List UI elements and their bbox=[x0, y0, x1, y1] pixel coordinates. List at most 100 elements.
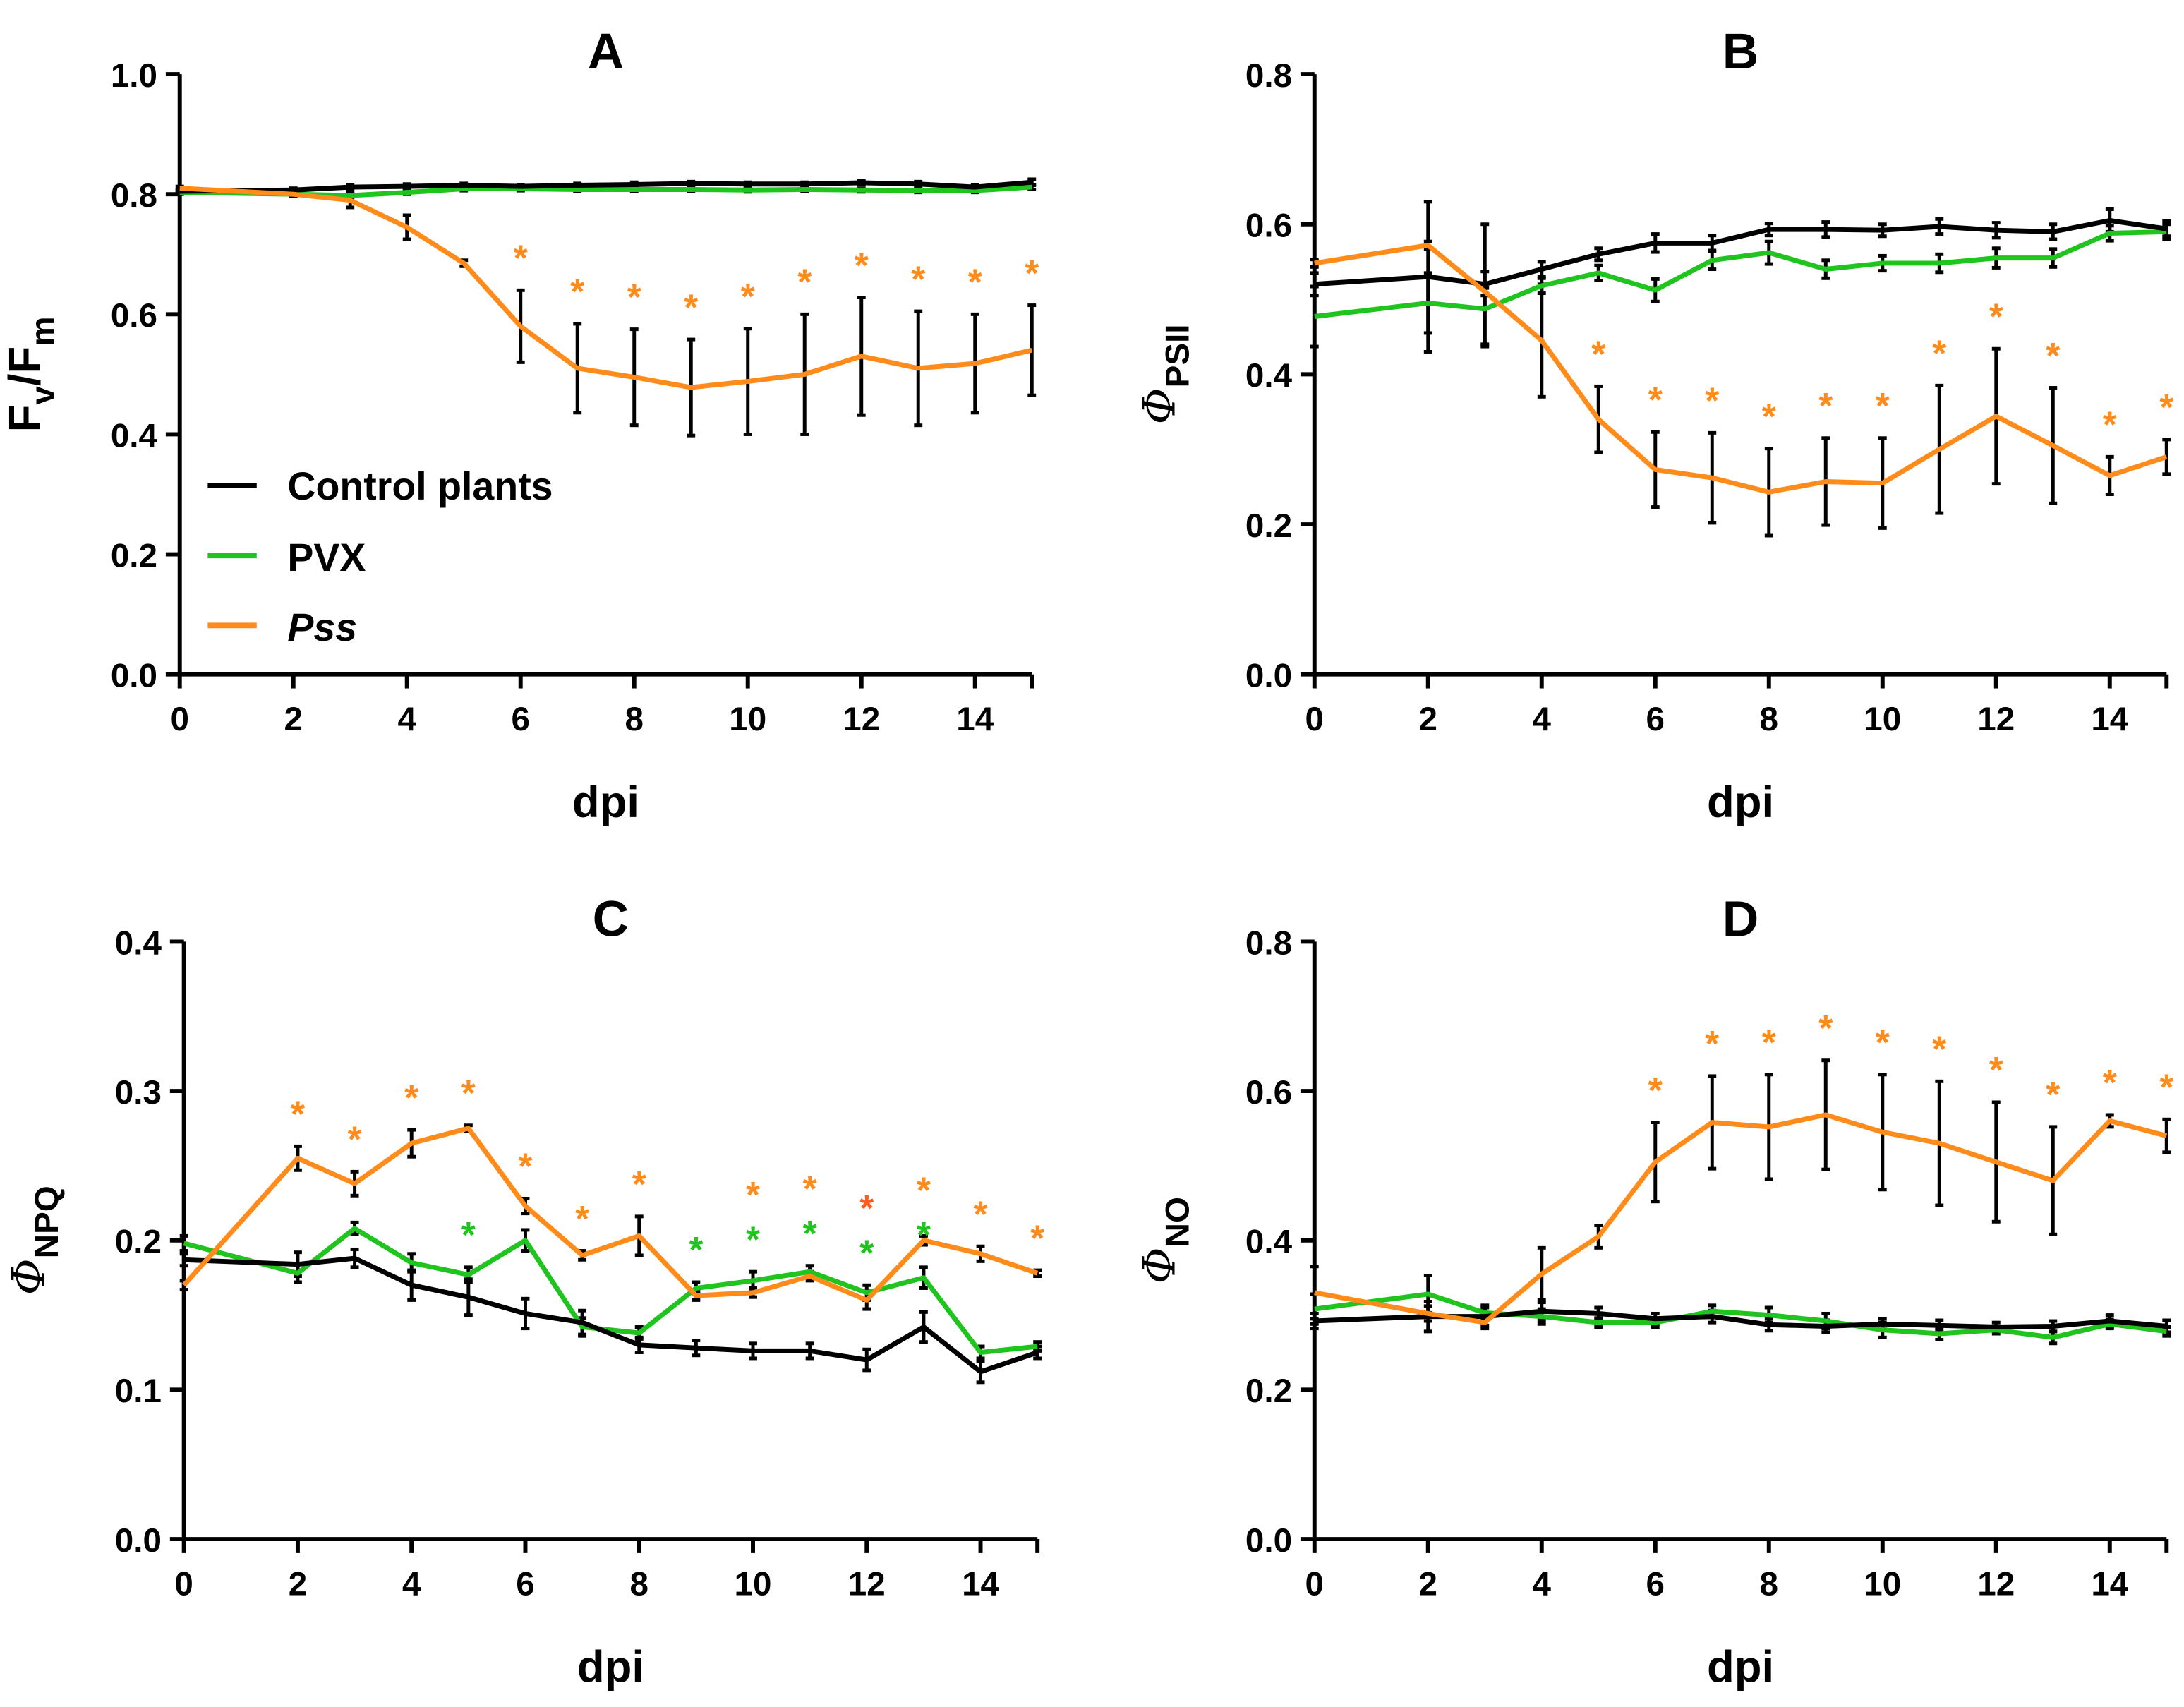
significance-star-pss: * bbox=[348, 1119, 363, 1160]
x-tick-label: 12 bbox=[1977, 1565, 2015, 1603]
y-tick-label: 0.3 bbox=[115, 1074, 162, 1111]
significance-star-pss: * bbox=[570, 271, 585, 312]
y-label-main: Φ bbox=[1133, 387, 1185, 424]
x-tick-label: 6 bbox=[511, 701, 529, 738]
significance-star-pss: * bbox=[1648, 1070, 1663, 1111]
y-tick-label: 0.4 bbox=[115, 924, 162, 962]
y-label-main: F bbox=[0, 405, 49, 433]
significance-star-pss: * bbox=[2159, 387, 2174, 428]
x-tick-label: 10 bbox=[729, 701, 766, 738]
y-tick-label: 0.2 bbox=[1245, 507, 1292, 545]
y-label-sub: NPQ bbox=[28, 1186, 66, 1258]
y-tick-label: 0.8 bbox=[1245, 57, 1292, 95]
x-tick-label: 4 bbox=[1533, 701, 1552, 738]
x-tick-label: 2 bbox=[1419, 701, 1437, 738]
significance-star-pss: * bbox=[1648, 380, 1663, 421]
series-line-pss bbox=[179, 186, 1033, 390]
x-axis-label: dpi bbox=[572, 778, 639, 827]
x-tick-label: 8 bbox=[1760, 1565, 1778, 1603]
x-tick-label: 8 bbox=[1760, 701, 1778, 738]
significance-star-pss: * bbox=[741, 276, 756, 317]
x-tick-label: 2 bbox=[289, 1565, 307, 1603]
x-tick-label: 12 bbox=[1977, 701, 2015, 738]
significance-star-pvx: * bbox=[803, 1213, 818, 1254]
y-tick-label: 0.4 bbox=[111, 417, 158, 454]
y-label-main: Φ bbox=[2, 1258, 54, 1295]
significance-star-pss: * bbox=[855, 245, 869, 286]
x-tick-label: 12 bbox=[843, 701, 880, 738]
series-line-pvx bbox=[1314, 229, 2167, 319]
significance-star-pss: * bbox=[2046, 335, 2061, 376]
panel-b: B 0.0 0.2 0.4 0.6 0.8 0 2 4 6 8 10 12 14 dpi ΦPSII * * * * *… bbox=[1133, 23, 2174, 827]
y-label-sub: v bbox=[24, 386, 61, 405]
significance-star-pss: * bbox=[1762, 396, 1777, 437]
y-tick-label: 0.8 bbox=[111, 177, 157, 215]
significance-star-pss: * bbox=[974, 1193, 989, 1234]
significance-star-pss: * bbox=[1989, 1049, 2004, 1090]
y-axis-label: ΦPSII bbox=[1133, 324, 1196, 424]
y-tick-label: 0.8 bbox=[1245, 924, 1292, 962]
significance-star-pss: * bbox=[1025, 253, 1039, 294]
series-line-pss bbox=[1314, 1112, 2168, 1325]
significance-star-pss: * bbox=[2159, 1067, 2174, 1108]
x-tick-label: 0 bbox=[1305, 1565, 1324, 1603]
panel-title: D bbox=[1723, 891, 1759, 947]
y-axis-label: ΦNO bbox=[1133, 1197, 1196, 1284]
significance-star-pss: * bbox=[684, 286, 699, 327]
significance-star-pss: * bbox=[404, 1077, 419, 1118]
y-tick-label: 0.6 bbox=[1245, 207, 1292, 245]
legend-label-pss: Pss bbox=[287, 605, 357, 649]
significance-star-pss: * bbox=[518, 1146, 533, 1187]
y-tick-label: 0.6 bbox=[1245, 1074, 1292, 1111]
significance-star-pss: * bbox=[1818, 1008, 1833, 1049]
significance-star-pss: * bbox=[1705, 380, 1720, 421]
significance-star-pvx: * bbox=[917, 1214, 931, 1255]
y-tick-label: 0.2 bbox=[115, 1224, 162, 1261]
significance-star-pvx: * bbox=[461, 1214, 476, 1255]
panel-a: A 0.0 0.2 0.4 0.6 0.8 1.0 0 2 4 6 8 10 12 14 dpi Fv/Fm * *… bbox=[0, 23, 1039, 827]
y-tick-label: 0.2 bbox=[111, 537, 157, 574]
x-axis-label: dpi bbox=[577, 1642, 644, 1691]
significance-star-pss: * bbox=[968, 262, 983, 303]
significance-star-pss: * bbox=[1876, 385, 1890, 426]
x-tick-label: 0 bbox=[170, 701, 188, 738]
significance-star-pss: * bbox=[1932, 1029, 1947, 1070]
x-tick-label: 12 bbox=[848, 1565, 886, 1603]
panel-d: D 0.0 0.2 0.4 0.6 0.8 0 2 4 6 8 10 12 14 dpi ΦNO * * * * * * *… bbox=[1133, 891, 2174, 1691]
x-tick-label: 8 bbox=[630, 1565, 648, 1603]
series-line-control bbox=[1314, 218, 2167, 287]
y-label-sub: PSII bbox=[1159, 324, 1196, 387]
x-tick-label: 2 bbox=[284, 701, 302, 738]
x-tick-label: 4 bbox=[1533, 1565, 1552, 1603]
series-line-pvx bbox=[179, 184, 1032, 198]
legend-label-pvx: PVX bbox=[287, 536, 366, 579]
significance-star-pss: * bbox=[797, 262, 812, 303]
panel-title: B bbox=[1723, 23, 1759, 80]
series-line-control bbox=[183, 1255, 1039, 1375]
y-axis-label: ΦNPQ bbox=[2, 1186, 66, 1295]
series-line-pss bbox=[1314, 243, 2168, 495]
x-axis-label: dpi bbox=[1707, 1642, 1774, 1691]
significance-star-pss: * bbox=[1762, 1022, 1777, 1063]
x-tick-label: 6 bbox=[1646, 701, 1665, 738]
x-tick-label: 6 bbox=[516, 1565, 534, 1603]
significance-star-pss: * bbox=[2103, 1062, 2118, 1103]
y-label-sub: NO bbox=[1159, 1197, 1196, 1247]
significance-star-pss: * bbox=[1989, 296, 2004, 337]
y-tick-label: 1.0 bbox=[111, 57, 157, 95]
x-tick-label: 14 bbox=[2091, 1565, 2128, 1603]
panel-title: A bbox=[588, 23, 625, 80]
legend-label-control: Control plants bbox=[287, 464, 553, 508]
significance-star-pss: * bbox=[2046, 1074, 2061, 1115]
x-tick-label: 10 bbox=[1864, 701, 1901, 738]
significance-star-pss: * bbox=[2103, 404, 2118, 445]
significance-star-pss: * bbox=[514, 238, 529, 279]
significance-star-pss: * bbox=[1591, 334, 1606, 375]
x-tick-label: 8 bbox=[625, 701, 643, 738]
significance-star-pss: * bbox=[1932, 333, 1947, 374]
y-axis-label: Fv/Fm bbox=[0, 316, 61, 432]
significance-star-pvx: * bbox=[689, 1229, 704, 1270]
series-line-control bbox=[1314, 1308, 2167, 1329]
